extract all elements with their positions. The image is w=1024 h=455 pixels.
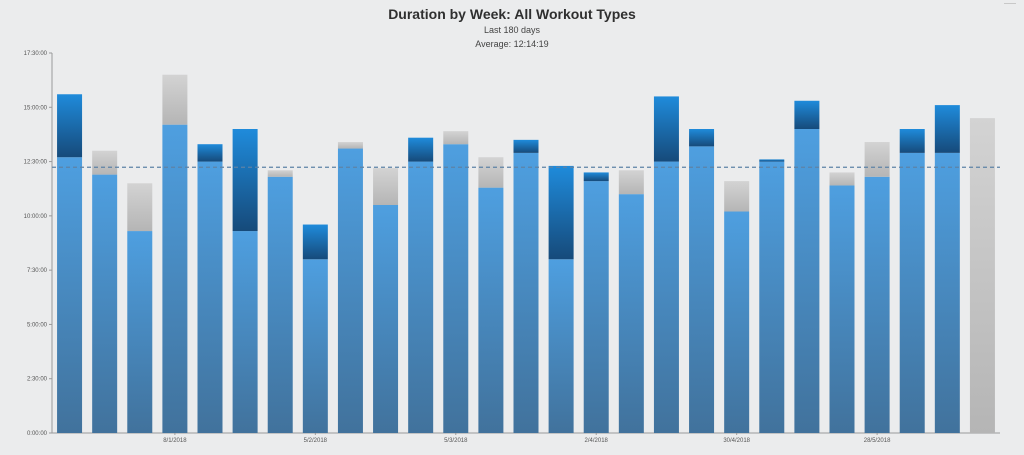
bar-segment-dark[interactable] [934,105,960,153]
bar-segment-dark[interactable] [408,137,434,162]
bar-segment-base[interactable] [689,146,715,433]
bar-segment-gray[interactable] [478,157,504,188]
bar-segment-base[interactable] [127,231,153,433]
bar-segment-dark[interactable] [548,165,574,260]
bar-segment-base[interactable] [408,161,434,433]
bar-segment-gray[interactable] [724,181,750,212]
y-tick-label: 12:30:00 [24,160,48,166]
bar-segment-base[interactable] [197,161,223,433]
bar-segment-gray[interactable] [864,142,890,177]
bar-segment-base[interactable] [478,187,504,433]
bar-segment-gray[interactable] [618,170,644,195]
bar-segment-gray[interactable] [162,74,188,125]
bar-segment-base[interactable] [443,144,469,433]
bar-segment-base[interactable] [162,124,188,433]
y-tick-label: 15:00:00 [24,105,48,111]
bar-segment-gray[interactable] [373,168,399,205]
bar-segment-base[interactable] [232,231,258,433]
bar-segment-base[interactable] [267,176,293,433]
bar-segment-dark[interactable] [794,100,820,129]
bar-segment-dark[interactable] [759,159,785,162]
bar-segment-gray[interactable] [969,118,995,433]
bar-segment-base[interactable] [934,152,960,433]
bar-segment-gray[interactable] [92,150,118,175]
bar-segment-dark[interactable] [57,94,83,158]
x-tick-label: 5/2/2018 [304,438,328,444]
bar-segment-gray[interactable] [337,142,363,149]
chart-title: Duration by Week: All Workout Types [388,6,636,22]
bar-segment-base[interactable] [337,148,363,434]
bar-segment-base[interactable] [583,181,609,433]
x-tick-label: 8/1/2018 [163,438,187,444]
bar-segment-base[interactable] [759,161,785,433]
bar-segment-base[interactable] [92,174,118,433]
y-tick-label: 5:00:00 [27,322,48,328]
bar-segment-dark[interactable] [302,224,328,260]
x-tick-label: 2/4/2018 [585,438,609,444]
average-label: Average: 12:14:19 [475,39,549,49]
bar-segment-base[interactable] [618,194,644,433]
bar-segment-gray[interactable] [443,131,469,145]
bar-segment-dark[interactable] [197,144,223,162]
bar-segment-base[interactable] [899,152,925,433]
x-tick-label: 30/4/2018 [723,438,750,444]
bar-segment-base[interactable] [864,176,890,433]
bar-segment-base[interactable] [829,185,855,433]
chart-subtitle: Last 180 days [483,25,541,35]
bar-segment-dark[interactable] [513,139,539,153]
bar-segment-base[interactable] [373,205,399,433]
bar-segment-base[interactable] [548,259,574,433]
bar-segment-dark[interactable] [653,96,679,162]
bar-segment-gray[interactable] [829,172,855,186]
y-tick-label: 0:00:00 [27,431,48,437]
bar-segment-dark[interactable] [689,129,715,147]
bar-segment-base[interactable] [653,161,679,433]
bar-segment-dark[interactable] [899,129,925,153]
y-tick-label: 7:30:00 [27,268,48,274]
y-tick-label: 17:30:00 [24,51,48,57]
x-tick-label: 5/3/2018 [444,438,468,444]
bar-segment-base[interactable] [794,129,820,433]
bar-segment-base[interactable] [57,157,83,434]
bar-segment-gray[interactable] [267,170,293,177]
y-tick-label: 2:30:00 [27,377,48,383]
bar-segment-dark[interactable] [232,129,258,232]
bar-segment-gray[interactable] [127,183,153,232]
bar-segment-base[interactable] [724,211,750,433]
y-tick-label: 10:00:00 [24,214,48,220]
bar-segment-base[interactable] [302,259,328,433]
bar-segment-base[interactable] [513,152,539,433]
menu-handle-icon[interactable] [1004,0,1016,4]
x-tick-label: 28/5/2018 [864,438,891,444]
bar-segment-dark[interactable] [583,172,609,182]
